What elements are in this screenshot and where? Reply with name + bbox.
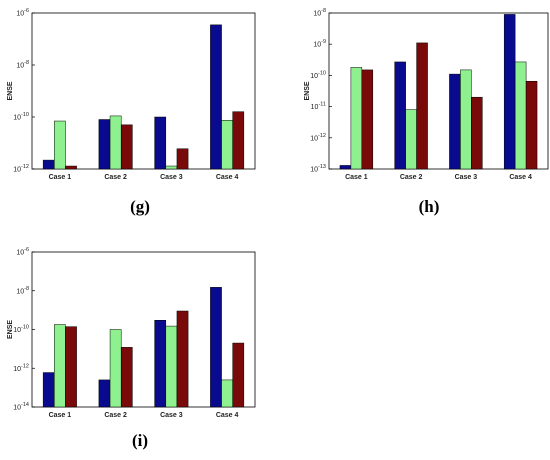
y-axis-label: ENSE (7, 320, 14, 339)
y-tick-label: 10-9 (313, 39, 326, 49)
x-tick-label: Case 1 (345, 174, 368, 181)
y-tick-label: 10-6 (16, 8, 29, 18)
bar (471, 96, 483, 170)
x-tick-label: Case 1 (49, 412, 72, 419)
bar (525, 80, 538, 170)
y-axis-label: ENSE (304, 81, 311, 100)
bar (109, 115, 122, 170)
bar (165, 325, 178, 408)
bar (405, 109, 417, 170)
bar (416, 42, 428, 170)
bar (176, 310, 189, 408)
bar (176, 148, 189, 170)
plot-frame (328, 12, 549, 170)
bar (221, 379, 233, 408)
panel-label: (g) (130, 197, 150, 216)
y-tick-label: 10-8 (313, 8, 326, 18)
chart-panel-3: 10-14 10-12 10-10 10-8 10-6 ENSE Case 1 Case 2 C… (7, 247, 256, 450)
bar (98, 119, 111, 170)
x-tick-label: Case 4 (216, 412, 239, 419)
x-tick-label: Case 2 (104, 174, 127, 181)
bar (165, 165, 178, 170)
panel-label: (i) (132, 431, 148, 450)
y-tick-label: 10-10 (310, 70, 326, 80)
x-tick-label: Case 2 (104, 412, 127, 419)
bar (54, 120, 66, 170)
bar (503, 14, 516, 170)
bar (221, 119, 233, 170)
bar (449, 73, 461, 170)
bar (120, 124, 133, 170)
bar (394, 61, 406, 170)
bar (42, 372, 55, 408)
y-tick-label: 10-10 (13, 112, 29, 122)
chart-panel-2: 10-13 10-12 10-11 10-10 10-9 10-8 ENSE Case 1 Ca… (304, 8, 549, 216)
bar (154, 116, 167, 170)
bar (42, 159, 55, 170)
y-tick-label: 10-12 (310, 133, 326, 143)
x-tick-label: Case 2 (400, 174, 423, 181)
y-tick-label: 10-11 (311, 102, 326, 112)
bar (460, 69, 472, 170)
bar (120, 347, 133, 408)
y-tick-label: 10-14 (13, 402, 29, 412)
y-tick-label: 10-12 (13, 164, 29, 174)
y-tick-label: 10-10 (13, 325, 29, 335)
x-tick-label: Case 4 (509, 174, 532, 181)
y-axis-label: ENSE (7, 81, 14, 100)
x-tick-label: Case 1 (49, 174, 72, 181)
bar (154, 320, 167, 408)
bar (339, 165, 352, 170)
panel-label: (h) (419, 197, 440, 216)
y-tick-label: 10-13 (310, 164, 326, 174)
y-tick-label: 10-8 (16, 286, 29, 296)
y-tick-label: 10-8 (16, 60, 29, 70)
bar (98, 379, 111, 408)
x-tick-label: Case 3 (160, 174, 183, 181)
x-tick-label: Case 3 (455, 174, 478, 181)
bar (514, 61, 527, 170)
bar (232, 342, 245, 408)
bar (109, 329, 122, 408)
bar (65, 326, 77, 408)
bar (210, 287, 222, 408)
bar (65, 165, 77, 170)
plot-frame (31, 12, 256, 170)
bar (210, 24, 222, 170)
chart-panel-1: 10-12 10-10 10-8 10-6 ENSE Case 1 Case 2 Case 3… (7, 8, 256, 216)
x-tick-label: Case 3 (160, 412, 183, 419)
bar (232, 111, 245, 170)
y-tick-label: 10-12 (13, 363, 29, 373)
bar (54, 324, 66, 408)
bar (361, 69, 374, 170)
y-tick-label: 10-6 (16, 247, 29, 257)
x-tick-label: Case 4 (216, 174, 239, 181)
bar (350, 67, 363, 170)
